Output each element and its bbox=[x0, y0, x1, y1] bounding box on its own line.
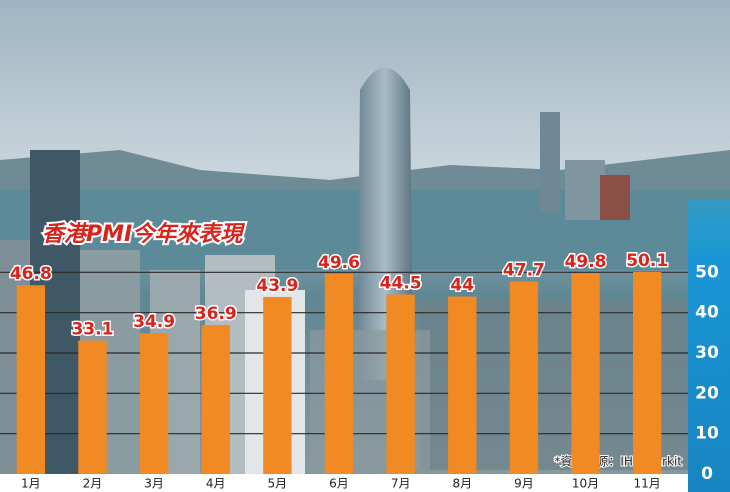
x-tick-label: 11月 bbox=[634, 477, 661, 491]
x-axis-band bbox=[0, 474, 688, 492]
bar bbox=[201, 325, 230, 474]
x-tick-label: 6月 bbox=[329, 477, 349, 491]
value-label: 44 bbox=[450, 276, 474, 296]
value-label: 34.9 bbox=[133, 312, 175, 332]
x-tick-label: 9月 bbox=[514, 477, 534, 491]
value-label: 44.5 bbox=[380, 274, 422, 294]
y-tick-label: 10 bbox=[695, 424, 719, 444]
x-tick-label: 2月 bbox=[83, 477, 103, 491]
y-tick-label: 40 bbox=[695, 303, 719, 323]
bar bbox=[324, 273, 354, 474]
y-tick-label: 0 bbox=[701, 464, 713, 484]
bar bbox=[509, 281, 539, 474]
y-tick-label: 30 bbox=[695, 343, 719, 363]
value-label: 33.1 bbox=[71, 319, 113, 339]
x-tick-label: 7月 bbox=[391, 477, 411, 491]
bar bbox=[139, 333, 169, 474]
x-tick-label: 1月 bbox=[21, 477, 41, 491]
y-tick-label: 20 bbox=[695, 383, 719, 403]
value-label: 50.1 bbox=[626, 251, 668, 271]
x-tick-label: 4月 bbox=[206, 477, 226, 491]
value-label: 46.8 bbox=[10, 264, 52, 284]
bar bbox=[16, 285, 45, 474]
bar bbox=[633, 271, 662, 474]
value-label: 49.6 bbox=[318, 253, 360, 273]
bar bbox=[78, 340, 107, 474]
x-tick-label: 3月 bbox=[144, 477, 164, 491]
axis-band bbox=[688, 200, 730, 492]
value-label: 43.9 bbox=[256, 276, 298, 296]
x-tick-label: 10月 bbox=[572, 477, 599, 491]
bar bbox=[571, 273, 600, 474]
x-tick-label: 8月 bbox=[452, 477, 472, 491]
bar bbox=[263, 296, 292, 474]
chart-title: 香港PMI今年來表現 bbox=[42, 221, 245, 247]
value-label: 47.7 bbox=[503, 261, 545, 281]
value-label: 36.9 bbox=[195, 304, 237, 324]
y-tick-label: 50 bbox=[695, 262, 719, 282]
value-label: 49.8 bbox=[565, 252, 607, 272]
x-tick-label: 5月 bbox=[268, 477, 288, 491]
bar bbox=[386, 294, 415, 474]
bar bbox=[448, 296, 477, 474]
